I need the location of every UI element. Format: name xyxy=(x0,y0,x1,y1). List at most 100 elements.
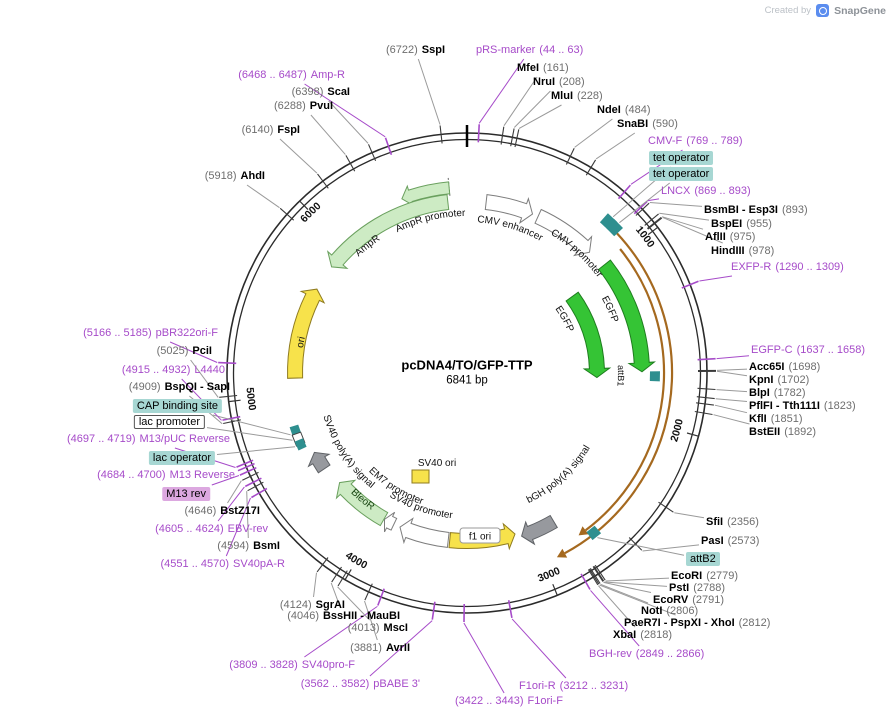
bleor-arrow[interactable] xyxy=(335,479,389,527)
site-label-kpni[interactable]: KpnI (1702) xyxy=(749,374,810,386)
site-label-avrii[interactable]: (3881) AvrII xyxy=(350,642,410,654)
site-label-bspei[interactable]: BspEI (955) xyxy=(711,218,772,230)
site-label-attb2[interactable]: attB2 xyxy=(686,552,720,566)
site-label-ecori[interactable]: EcoRI (2779) xyxy=(671,570,738,582)
site-label-lac-promoter[interactable]: lac promoter xyxy=(133,415,205,429)
site-label-prs-marker[interactable]: pRS-marker (44 .. 63) xyxy=(476,44,584,56)
site-tick xyxy=(507,600,513,619)
site-label-egfp-c[interactable]: EGFP-C (1637 .. 1658) xyxy=(751,344,866,356)
axis-label-5000: 5000 xyxy=(244,387,259,412)
site-label-amp-r[interactable]: (6468 .. 6487) Amp-R xyxy=(238,69,345,81)
callout-line xyxy=(647,198,660,202)
site-label-lac-operator[interactable]: lac operator xyxy=(148,451,215,465)
site-label-exfp-r[interactable]: EXFP-R (1290 .. 1309) xyxy=(731,261,844,273)
site-label-nrui[interactable]: NruI (208) xyxy=(533,76,585,88)
site-label-sv40pro-f[interactable]: (3809 .. 3828) SV40pro-F xyxy=(229,659,355,671)
site-label-cmv-f[interactable]: CMV-F (769 .. 789) xyxy=(648,135,743,147)
site-label-sv40pa-r[interactable]: (4551 .. 4570) SV40pA-R xyxy=(160,558,285,570)
site-label-noti[interactable]: NotI (2806) xyxy=(641,605,699,617)
callout-line xyxy=(310,114,346,155)
lac-operator-box[interactable] xyxy=(294,438,307,451)
site-tick xyxy=(242,471,259,481)
bgh-polya-arrow[interactable] xyxy=(521,514,558,546)
site-label-bsmi[interactable]: (4594) BsmI xyxy=(217,540,280,552)
site-label-bgh-rev[interactable]: BGH-rev (2849 .. 2866) xyxy=(589,648,705,660)
site-label-lncx[interactable]: LNCX (869 .. 893) xyxy=(661,185,751,197)
site-label-mfei[interactable]: MfeI (161) xyxy=(517,62,569,74)
site-label-fspi[interactable]: (6140) FspI xyxy=(241,124,300,136)
axis-label-4000: 4000 xyxy=(343,550,369,572)
site-label-pasi[interactable]: PasI (2573) xyxy=(701,535,760,547)
site-label-xbai[interactable]: XbaI (2818) xyxy=(613,629,673,641)
site-label-f1ori-f[interactable]: (3422 .. 3443) F1ori-F xyxy=(455,695,563,707)
site-label-cap-binding-site[interactable]: CAP binding site xyxy=(132,399,222,413)
site-label-bspqi-sapi[interactable]: (4909) BspQI - SapI xyxy=(128,381,230,393)
site-label-hindiii[interactable]: HindIII (978) xyxy=(711,245,775,257)
site-label-aflii[interactable]: AflII (975) xyxy=(705,231,756,243)
site-label-snabi[interactable]: SnaBI (590) xyxy=(617,118,678,130)
cmv-enhancer-label: CMV enhancer xyxy=(477,214,545,244)
site-tick xyxy=(587,569,599,586)
site-label-mlui[interactable]: MluI (228) xyxy=(551,90,603,102)
site-label-psti[interactable]: PstI (2788) xyxy=(669,582,725,594)
site-tick xyxy=(696,396,715,400)
callout-line xyxy=(503,76,538,126)
transcript-arc-outer[interactable] xyxy=(564,232,674,555)
site-tick xyxy=(364,583,373,601)
site-label-bsteii[interactable]: BstEII (1892) xyxy=(749,426,816,438)
site-tick xyxy=(694,410,713,416)
cmv-enhancer-label: CMV enhancer xyxy=(477,214,545,244)
ampr-arrow[interactable] xyxy=(326,194,450,269)
site-label-pvui[interactable]: (6288) PvuI xyxy=(273,100,333,112)
site-label-tet-operator-1[interactable]: tet operator xyxy=(649,151,714,165)
tet-operator-box-2[interactable] xyxy=(605,219,623,237)
site-label-sfii[interactable]: SfiI (2356) xyxy=(706,516,759,528)
site-label-paer7i-pspxi-xhoi[interactable]: PaeR7I - PspXI - XhoI (2812) xyxy=(624,617,771,629)
em7-promoter-arrow[interactable] xyxy=(384,511,398,533)
sv40-polya-arrow[interactable] xyxy=(307,451,331,474)
site-label-tet-operator-2[interactable]: tet operator xyxy=(649,167,714,181)
site-label-sspi[interactable]: (6722) SspI xyxy=(385,44,445,56)
site-label-pflfi-tth111i[interactable]: PflFI - Tth111I (1823) xyxy=(749,400,856,412)
egfp-outer-arrow[interactable] xyxy=(597,259,656,373)
attb1-box[interactable] xyxy=(649,371,660,382)
egfp-inner-arrow[interactable] xyxy=(565,291,612,379)
site-label-m13-reverse[interactable]: (4684 .. 4700) M13 Reverse xyxy=(97,469,235,481)
callout-line xyxy=(478,58,525,124)
sv40-promoter-arrow[interactable] xyxy=(399,517,450,548)
sv40-ori-box[interactable] xyxy=(411,469,430,484)
axis-label-3000: 3000 xyxy=(536,565,562,585)
site-label-bsmbi-esp3i[interactable]: BsmBI - Esp3I (893) xyxy=(704,204,808,216)
site-label-scai[interactable]: (6398) ScaI xyxy=(291,86,350,98)
callout-line xyxy=(246,491,249,539)
site-label-acc65i[interactable]: Acc65I (1698) xyxy=(749,361,821,373)
ori-arrow[interactable] xyxy=(287,288,326,379)
cmv-promoter-arrow[interactable] xyxy=(534,208,593,257)
site-label-m13-rev[interactable]: M13 rev xyxy=(162,487,210,501)
f1-ori-label: f1 ori xyxy=(469,532,491,543)
site-tick xyxy=(250,487,268,499)
site-label-pbr322ori-f[interactable]: (5166 .. 5185) pBR322ori-F xyxy=(83,327,218,339)
callout-line xyxy=(330,582,341,609)
site-tick xyxy=(697,387,716,391)
callout-line xyxy=(674,512,705,519)
site-label-msci[interactable]: (4013) MscI xyxy=(347,622,408,634)
transcript-arc-inner[interactable] xyxy=(584,248,666,532)
site-label-sgrai[interactable]: (4124) SgrAI xyxy=(279,599,345,611)
site-label-ecorv[interactable]: EcoRV (2791) xyxy=(653,594,725,606)
site-label-f1ori-r[interactable]: F1ori-R (3212 .. 3231) xyxy=(519,680,629,692)
site-label-ebv-rev[interactable]: (4605 .. 4624) EBV-rev xyxy=(155,523,268,535)
site-tick xyxy=(647,217,663,230)
site-label-l4440[interactable]: (4915 .. 4932) L4440 xyxy=(121,364,225,376)
site-label-ahdi[interactable]: (5918) AhdI xyxy=(204,170,265,182)
site-label-ndei[interactable]: NdeI (484) xyxy=(597,104,651,116)
site-label-kfli[interactable]: KflI (1851) xyxy=(749,413,803,425)
site-label-pbabe-3[interactable]: (3562 .. 3582) pBABE 3' xyxy=(300,678,420,690)
attb2-box[interactable] xyxy=(586,525,602,541)
cmv-enhancer-arrow[interactable] xyxy=(484,194,534,225)
site-label-bsshii-maubi[interactable]: (4046) BssHII - MauBI xyxy=(287,610,400,622)
site-label-blpi[interactable]: BlpI (1782) xyxy=(749,387,806,399)
site-label-pcii[interactable]: (5025) PciI xyxy=(156,345,212,357)
site-label-bstz17i[interactable]: (4646) BstZ17I xyxy=(184,505,260,517)
site-label-m13-puc-reverse[interactable]: (4697 .. 4719) M13/pUC Reverse xyxy=(67,433,230,445)
